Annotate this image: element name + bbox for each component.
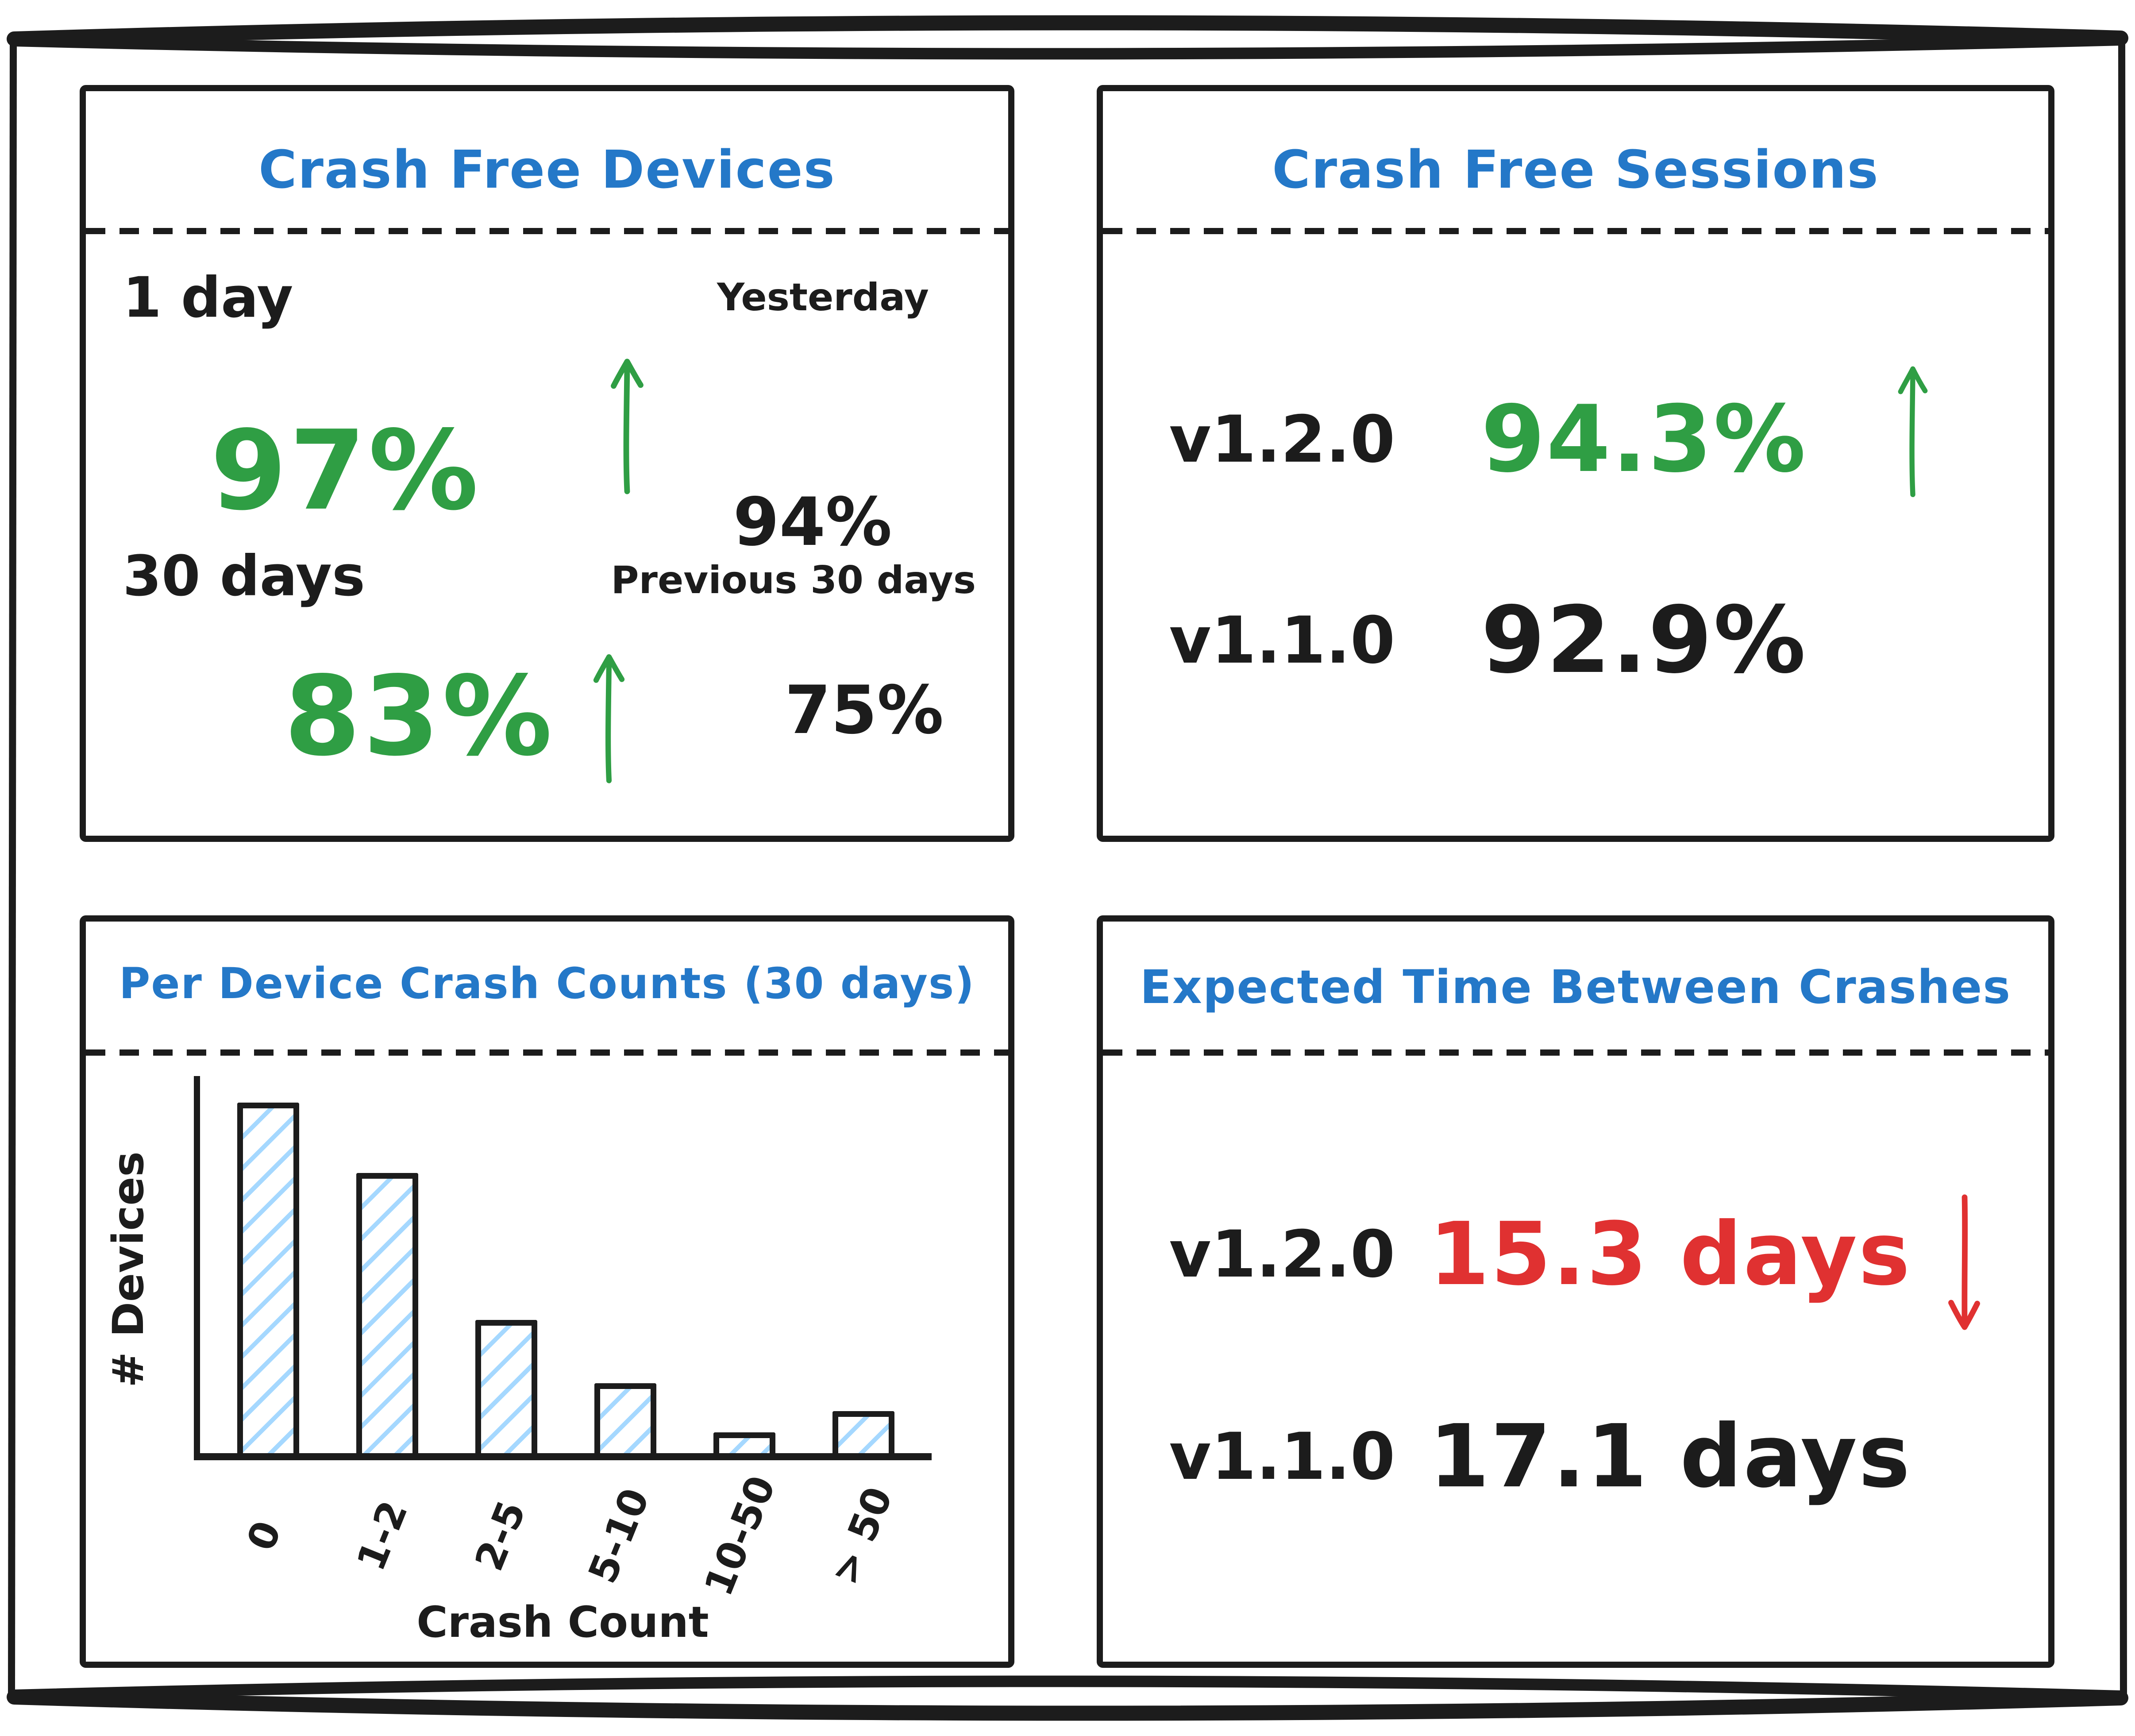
session-rate-value: 92.9%: [1481, 587, 1807, 694]
x-tick-label: 10-50: [695, 1469, 785, 1602]
compare-value: 94%: [733, 483, 892, 561]
trend-up-icon: [1898, 366, 1927, 498]
period-label: 1 day: [123, 265, 293, 330]
bar-5-10: [594, 1383, 656, 1454]
etbc-value: 17.1 days: [1429, 1406, 1911, 1507]
period-label: 30 days: [123, 543, 366, 609]
crash-free-value: 83%: [284, 652, 555, 780]
bar-gt-50: [832, 1411, 894, 1454]
x-tick-label: 5-10: [579, 1482, 658, 1590]
compare-value: 75%: [785, 672, 944, 749]
x-axis-title: Crash Count: [416, 1597, 709, 1647]
x-tick-label: 2-5: [466, 1494, 535, 1577]
x-tick-label: > 50: [821, 1481, 902, 1591]
version-label: v1.2.0: [1169, 402, 1395, 478]
panel-title: Per Device Crash Counts (30 days): [119, 958, 975, 1008]
y-axis-title: # Devices: [103, 1151, 153, 1388]
panel-title: Expected Time Between Crashes: [1140, 960, 2012, 1014]
bar-group: [200, 1076, 932, 1454]
compare-period-label: Yesterday: [717, 275, 929, 320]
bar-0: [237, 1103, 300, 1454]
trend-up-icon: [611, 359, 644, 494]
panel-crash-free-devices: Crash Free Devices 1 day Yesterday 97% 9…: [80, 85, 1014, 842]
panel-title: Crash Free Devices: [258, 139, 836, 200]
dashed-divider: [86, 228, 1008, 235]
bar-10-50: [713, 1432, 775, 1454]
session-rate-value: 94.3%: [1481, 386, 1807, 494]
x-tick-label: 1-2: [348, 1494, 417, 1577]
dashed-divider: [1103, 1049, 2048, 1056]
panel-per-device-crash-counts: Per Device Crash Counts (30 days) # Devi…: [80, 915, 1014, 1668]
trend-up-icon: [593, 654, 624, 783]
etbc-value: 15.3 days: [1429, 1204, 1911, 1305]
dashed-divider: [1103, 228, 2048, 235]
compare-period-label: Previous 30 days: [611, 558, 976, 603]
panel-expected-time-between-crashes: Expected Time Between Crashes v1.2.0 15.…: [1097, 915, 2054, 1668]
bar-1-2: [356, 1173, 418, 1454]
version-label: v1.1.0: [1169, 1419, 1395, 1494]
version-label: v1.2.0: [1169, 1217, 1395, 1292]
panel-title: Crash Free Sessions: [1272, 139, 1879, 200]
trend-down-icon: [1948, 1194, 1980, 1330]
bar-2-5: [475, 1320, 537, 1454]
x-tick-label: 0: [238, 1515, 290, 1557]
panel-crash-free-sessions: Crash Free Sessions v1.2.0 94.3% v1.1.0 …: [1097, 85, 2054, 842]
bar-chart-plot: [193, 1076, 932, 1461]
x-tick-labels: 0 1-2 2-5 5-10 10-50 > 50: [194, 1470, 932, 1602]
dashed-divider: [86, 1049, 1008, 1056]
crash-free-value: 97%: [210, 407, 481, 535]
version-label: v1.1.0: [1169, 603, 1395, 679]
